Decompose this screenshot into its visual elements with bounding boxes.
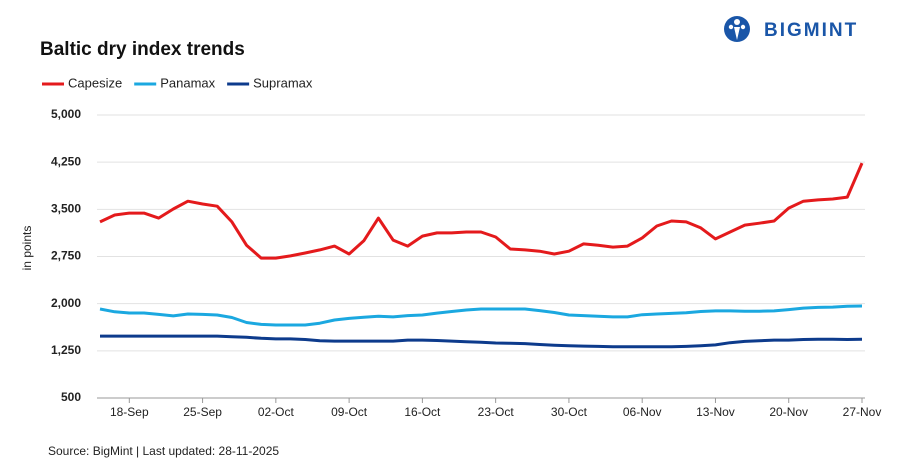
x-tick-label: 23-Oct	[478, 405, 515, 419]
x-tick-label: 09-Oct	[331, 405, 368, 419]
y-axis-label: in points	[20, 226, 34, 271]
y-tick-label: 5,000	[51, 107, 81, 121]
x-tick-label: 25-Sep	[183, 405, 222, 419]
series-line	[100, 334, 863, 349]
logo-icon	[724, 16, 750, 42]
chart-title: Baltic dry index trends	[40, 39, 245, 60]
legend-label: Panamax	[160, 75, 215, 90]
y-tick-label: 3,500	[51, 202, 81, 216]
y-tick-label: 4,250	[51, 154, 81, 168]
x-tick-label: 02-Oct	[258, 405, 295, 419]
x-tick-label: 06-Nov	[623, 405, 662, 419]
y-tick-label: 1,250	[51, 343, 81, 357]
y-tick-label: 500	[61, 390, 81, 404]
x-tick-label: 20-Nov	[769, 405, 808, 419]
series-line	[99, 162, 864, 260]
y-tick-label: 2,750	[51, 249, 81, 263]
logo-text: BIGMINT	[764, 20, 858, 41]
x-tick-label: 27-Nov	[843, 405, 882, 419]
x-tick-label: 30-Oct	[551, 405, 588, 419]
x-tick-label: 18-Sep	[110, 405, 149, 419]
y-tick-label: 2,000	[51, 296, 81, 310]
legend-label: Capesize	[68, 75, 122, 90]
legend-label: Supramax	[253, 75, 313, 90]
series-line	[99, 304, 863, 327]
x-tick-label: 13-Nov	[696, 405, 735, 419]
source-note: Source: BigMint | Last updated: 28-11-20…	[48, 444, 279, 458]
x-tick-label: 16-Oct	[404, 405, 441, 419]
